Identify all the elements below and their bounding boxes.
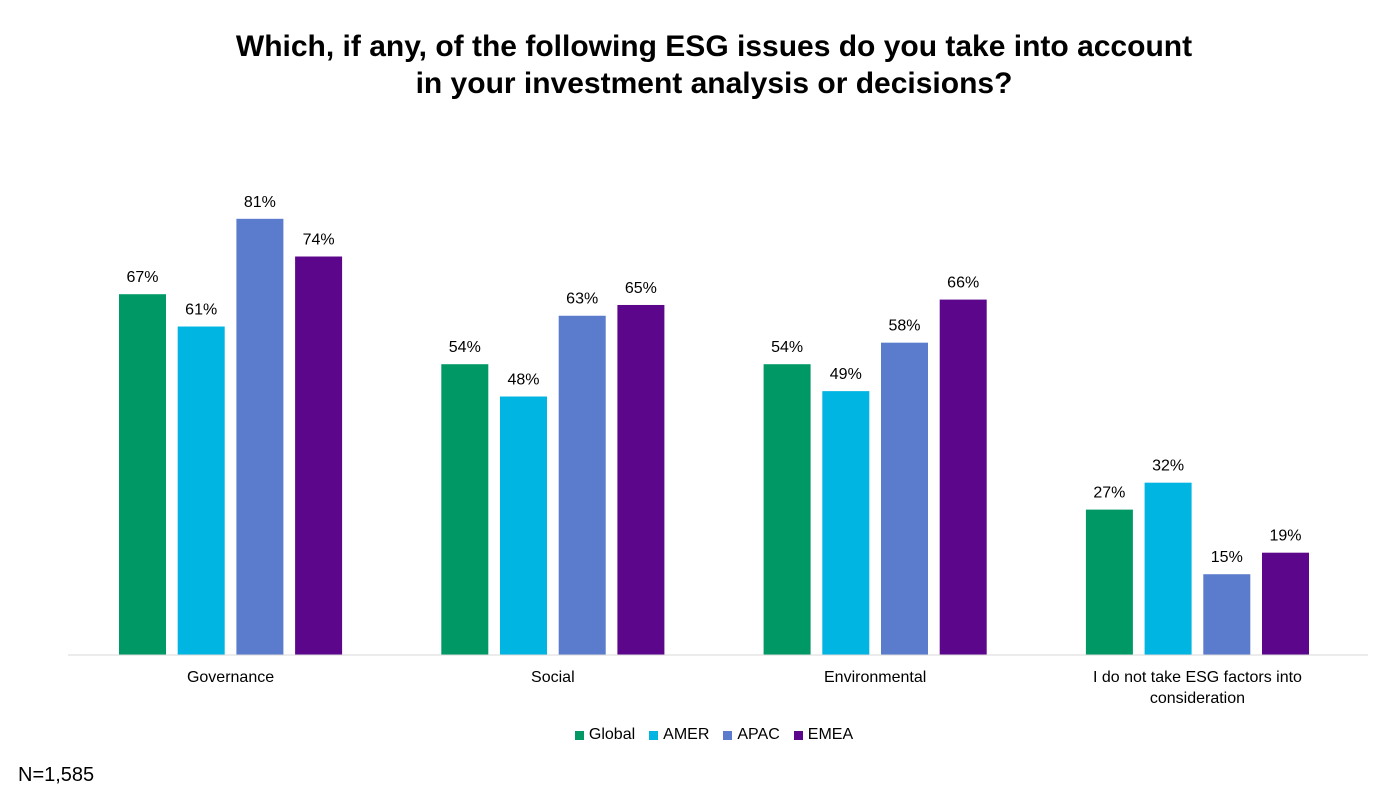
- legend-item-amer: AMER: [649, 726, 709, 744]
- category-label-line: consideration: [1150, 690, 1245, 707]
- bar-environmental-emea: [939, 299, 987, 655]
- data-label-environmental-apac: 58%: [888, 318, 920, 335]
- bar-environmental-global: [763, 364, 811, 655]
- chart-title-line-1: Which, if any, of the following ESG issu…: [235, 30, 1193, 63]
- bars-layer: [119, 218, 1309, 655]
- bar-governance-global: [119, 294, 166, 655]
- data-label-governance-apac: 81%: [244, 194, 276, 211]
- bar-governance-apac: [236, 218, 284, 655]
- bar-environmental-apac: [881, 342, 928, 655]
- chart-title: Which, if any, of the following ESG issu…: [0, 28, 1382, 102]
- legend-item-emea: EMEA: [793, 726, 854, 744]
- category-label-i-do-not-take-esg-factors-into: I do not take ESG factors into considerat…: [1093, 669, 1302, 707]
- bar-environmental-amer: [822, 391, 870, 655]
- chart-title-line-2: in your investment analysis or decisions…: [415, 67, 1013, 100]
- legend-swatch: [793, 730, 803, 740]
- bar-social-amer: [500, 396, 547, 655]
- bar-i-do-not-take-esg-factors-into-apac: [1203, 574, 1251, 655]
- category-label-line: Social: [531, 669, 575, 686]
- bar-social-apac: [558, 315, 606, 655]
- legend-label: APAC: [737, 726, 780, 743]
- value-labels-layer: 67% 61% 81% 74% 54% 48% 63% 65% 54% 49% 58% 66% 27% 3…: [126, 194, 1301, 566]
- data-label-i-do-not-take-esg-factors-into-amer: 32%: [1152, 458, 1184, 475]
- legend-item-apac: APAC: [723, 726, 780, 744]
- bar-social-global: [441, 364, 489, 655]
- data-label-governance-amer: 61%: [185, 302, 217, 319]
- bar-i-do-not-take-esg-factors-into-emea: [1262, 552, 1309, 655]
- legend-swatch: [574, 730, 584, 740]
- data-label-governance-emea: 74%: [303, 232, 335, 249]
- legend-label: Global: [588, 726, 636, 743]
- data-label-governance-global: 67%: [126, 269, 158, 286]
- bar-social-emea: [617, 304, 665, 655]
- category-label-social: Social: [531, 669, 575, 686]
- legend: Global AMER APAC EMEA: [0, 726, 1382, 744]
- data-label-i-do-not-take-esg-factors-into-global: 27%: [1093, 485, 1125, 502]
- category-labels-layer: Governance Social Environmental I do not ta…: [187, 669, 1302, 707]
- bar-governance-amer: [177, 326, 225, 655]
- sample-size-note: N=1,585: [18, 764, 95, 786]
- bar-i-do-not-take-esg-factors-into-global: [1085, 509, 1133, 655]
- legend-item-global: Global: [574, 726, 636, 744]
- category-label-line: Environmental: [824, 669, 926, 686]
- data-label-environmental-amer: 49%: [830, 366, 862, 383]
- data-label-social-emea: 65%: [625, 280, 657, 297]
- bar-i-do-not-take-esg-factors-into-amer: [1144, 482, 1192, 655]
- category-label-line: I do not take ESG factors into: [1093, 669, 1302, 686]
- category-label-governance: Governance: [187, 669, 274, 686]
- legend-label: EMEA: [807, 726, 854, 743]
- category-label-environmental: Environmental: [824, 669, 926, 686]
- bar-governance-emea: [295, 256, 343, 655]
- legend-swatch: [723, 730, 733, 740]
- legend-swatch: [649, 730, 659, 740]
- data-label-social-amer: 48%: [507, 372, 539, 389]
- data-label-social-apac: 63%: [566, 291, 598, 308]
- bar-chart: 67% 61% 81% 74% 54% 48% 63% 65% 54% 49% 58% 66% 27% 3…: [68, 194, 1368, 707]
- data-label-environmental-emea: 66%: [947, 275, 979, 292]
- data-label-i-do-not-take-esg-factors-into-emea: 19%: [1269, 528, 1301, 545]
- data-label-social-global: 54%: [449, 339, 481, 356]
- category-label-line: Governance: [187, 669, 274, 686]
- data-label-i-do-not-take-esg-factors-into-apac: 15%: [1211, 549, 1243, 566]
- legend-label: AMER: [663, 726, 710, 743]
- data-label-environmental-global: 54%: [771, 339, 803, 356]
